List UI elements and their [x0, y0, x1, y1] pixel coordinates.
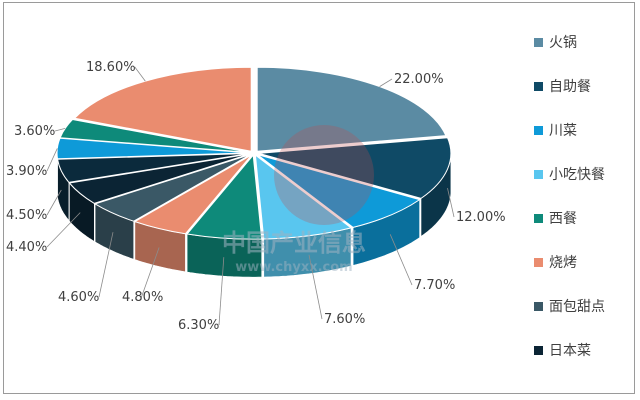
- pie-slice-2: [257, 154, 421, 228]
- pie-slice-11: [73, 66, 252, 152]
- pie-tops: [56, 66, 452, 240]
- data-label-6: 4.60%: [58, 290, 99, 305]
- leader-line-0: [379, 78, 393, 87]
- leader-line-6: [98, 232, 114, 298]
- legend-swatch-3: [534, 170, 543, 179]
- leader-line-8: [46, 189, 62, 216]
- data-label-0: 22.00%: [394, 72, 444, 87]
- legend-swatch-2: [534, 126, 543, 135]
- leader-line-4: [218, 257, 225, 326]
- data-label-7: 4.40%: [6, 240, 47, 255]
- data-label-11: 18.60%: [86, 60, 136, 75]
- data-label-9: 3.90%: [6, 164, 47, 179]
- pie-slice-8: [57, 153, 250, 183]
- pie-slice-6: [93, 154, 251, 222]
- legend-swatch-1: [534, 82, 543, 91]
- pie-slice-0: [256, 66, 447, 152]
- legend-label-6: 面包甜点: [549, 299, 605, 315]
- legend-label-5: 烧烤: [549, 255, 577, 271]
- data-labels: 22.00% 12.00% 7.70% 7.60% 6.30% 4.80% 4.60% 4.4…: [6, 60, 506, 333]
- data-label-3: 7.60%: [324, 312, 365, 327]
- watermark-logo-circle: [274, 125, 374, 225]
- leader-line-9: [46, 148, 58, 172]
- data-label-10: 3.60%: [14, 124, 55, 139]
- legend-label-1: 自助餐: [549, 79, 591, 95]
- watermark: 中国产业信息 www.chyxx.com: [222, 125, 374, 275]
- pie-slice-3: [254, 154, 353, 240]
- legend-label-4: 西餐: [549, 211, 577, 227]
- legend-swatch-0: [534, 38, 543, 47]
- data-label-5: 4.80%: [122, 290, 163, 305]
- leader-lines: [46, 66, 455, 326]
- leader-line-7: [46, 212, 81, 248]
- chart-frame: 中国产业信息 www.chyxx.com 22.00% 12.00% 7.70% 7.…: [3, 2, 635, 394]
- leader-line-1: [447, 188, 455, 218]
- leader-line-3: [308, 254, 323, 320]
- data-label-8: 4.50%: [6, 208, 47, 223]
- legend-swatch-4: [534, 214, 543, 223]
- pie-chart: 中国产业信息 www.chyxx.com 22.00% 12.00% 7.70% 7.…: [6, 35, 605, 359]
- data-label-4: 6.30%: [178, 318, 219, 333]
- pie-slice-1: [258, 137, 452, 199]
- legend-swatch-5: [534, 258, 543, 267]
- legend-label-3: 小吃快餐: [549, 167, 605, 183]
- legend-swatch-6: [534, 302, 543, 311]
- data-label-2: 7.70%: [414, 278, 455, 293]
- data-label-1: 12.00%: [456, 210, 506, 225]
- pie-slice-4: [186, 153, 263, 240]
- leader-line-2: [389, 234, 413, 286]
- pie-slice-9: [56, 137, 250, 160]
- pie-slice-7: [68, 153, 250, 204]
- leader-line-5: [141, 247, 160, 298]
- leader-line-10: [54, 128, 66, 132]
- pie-slice-5: [133, 154, 252, 235]
- legend-label-2: 川菜: [549, 123, 577, 139]
- legend-label-7: 日本菜: [549, 343, 591, 359]
- watermark-text: 中国产业信息: [222, 229, 366, 257]
- legend-label-0: 火锅: [549, 35, 577, 51]
- watermark-url: www.chyxx.com: [235, 260, 352, 275]
- leader-line-11: [134, 66, 146, 82]
- legend-swatch-7: [534, 346, 543, 355]
